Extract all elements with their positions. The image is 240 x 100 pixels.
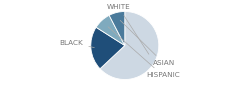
Text: WHITE: WHITE [107, 4, 149, 54]
Wedge shape [91, 27, 125, 69]
Wedge shape [100, 12, 159, 80]
Text: ASIAN: ASIAN [120, 20, 175, 66]
Wedge shape [109, 12, 125, 46]
Wedge shape [96, 15, 125, 46]
Text: HISPANIC: HISPANIC [108, 27, 180, 78]
Text: BLACK: BLACK [60, 40, 94, 48]
